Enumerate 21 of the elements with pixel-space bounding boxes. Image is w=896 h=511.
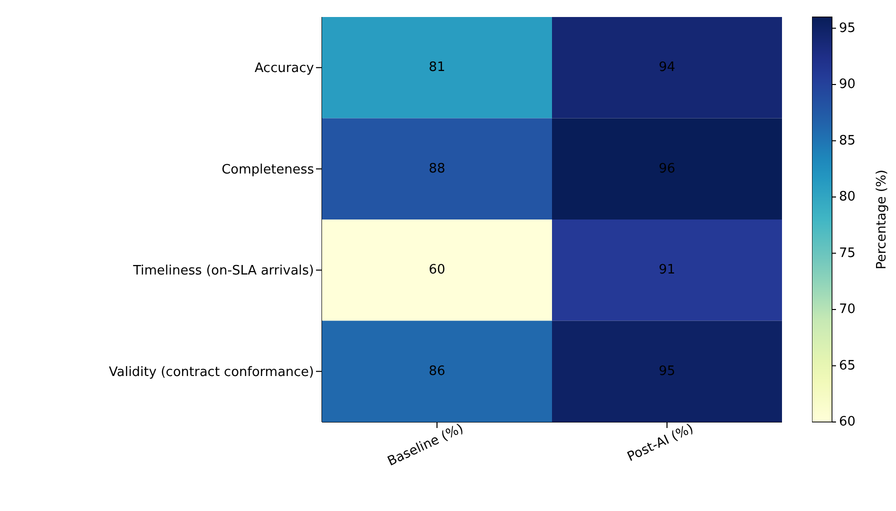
data-label: 91 [658, 262, 676, 278]
y-tick-label: Completeness [222, 162, 314, 178]
y-tick-label: Validity (contract conformance) [108, 364, 314, 380]
data-label: 81 [428, 60, 446, 76]
color-bar-label: 75 [839, 246, 856, 261]
data-label: 86 [428, 364, 446, 379]
color-bar-label: 80 [839, 190, 856, 204]
color-bar-label: 85 [839, 133, 856, 148]
color-bar-label: 90 [839, 77, 856, 92]
data-label: 60 [428, 262, 446, 278]
data-label: 95 [658, 364, 676, 379]
color-bar-label: 60 [839, 414, 856, 430]
color-bar-title: Percentage (%) [874, 170, 890, 270]
data-label: 96 [658, 161, 676, 176]
data-label: 88 [428, 161, 446, 176]
y-tick-label: Accuracy [254, 61, 314, 76]
color-bar-label: 65 [839, 358, 856, 374]
color-bar-label: 70 [839, 302, 856, 317]
color-bar-label: 95 [839, 20, 856, 36]
data-label: 94 [658, 60, 676, 76]
y-tick-label: Timeliness (on-SLA arrivals) [132, 264, 314, 279]
